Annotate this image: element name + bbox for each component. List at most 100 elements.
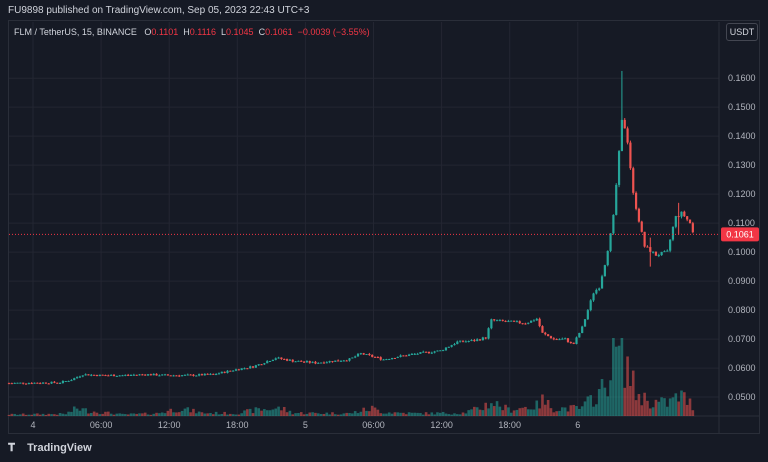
candle-body (166, 374, 169, 376)
volume-bar (512, 410, 516, 416)
candle-body (495, 320, 499, 322)
candle-body (132, 374, 135, 376)
volume-bar (447, 414, 451, 416)
volume-bar (368, 411, 371, 416)
candle-body (61, 381, 65, 384)
candle-body (473, 340, 476, 342)
candle-body (470, 340, 473, 342)
volume-bar (311, 412, 314, 416)
price-tick-label: 0.0700 (728, 334, 756, 344)
candle-body (50, 381, 53, 384)
volume-bar (248, 408, 252, 416)
change-value: −0.0039 (−3.55%) (297, 27, 370, 37)
volume-bar (197, 411, 201, 416)
candle-body (141, 374, 144, 376)
volume-bar (683, 392, 686, 416)
candle-body (135, 374, 138, 376)
candle-body (107, 375, 110, 377)
candle-body (212, 373, 215, 375)
candle-body (342, 360, 345, 362)
candle-body (27, 383, 30, 385)
volume-bar (47, 413, 51, 416)
close-value: 0.1061 (265, 27, 293, 37)
candle-body (283, 358, 286, 360)
symbol-title[interactable]: FLM / TetherUS, 15, BINANCE (14, 27, 137, 37)
volume-bar (200, 412, 204, 416)
volume-bar (609, 380, 612, 416)
grid-lines (9, 22, 759, 434)
volume-bar (561, 407, 564, 416)
volume-bar (291, 414, 295, 416)
candle-body (600, 276, 604, 289)
candle-body (243, 368, 246, 370)
volume-bar (674, 393, 678, 416)
candle-body (334, 360, 337, 362)
candle-body (155, 373, 158, 376)
candle-body (660, 251, 663, 256)
candle-body (652, 251, 655, 253)
high-value: 0.1116 (189, 27, 216, 37)
candle-body (547, 334, 550, 337)
candle-body (317, 362, 320, 364)
volume-bar (124, 414, 127, 416)
candle-body (666, 250, 669, 252)
volume-bar (529, 409, 533, 416)
candle-body (328, 361, 331, 363)
candle-body (566, 338, 570, 343)
price-tick-label: 0.0900 (728, 276, 756, 286)
volume-bar (518, 408, 522, 416)
volume-bar (163, 413, 167, 416)
volume-bar (339, 414, 343, 416)
volume-bar (78, 410, 82, 416)
volume-bar (231, 414, 235, 416)
volume-bar (33, 413, 36, 416)
candle-body (654, 251, 658, 256)
volume-bar (322, 413, 326, 416)
volume-bar (180, 410, 184, 416)
volume-bar (268, 410, 272, 416)
volume-bar (359, 411, 363, 416)
time-tick-label: 6 (575, 420, 580, 430)
volume-bar (212, 414, 215, 416)
candle-body (320, 362, 323, 364)
volume-bar (81, 408, 85, 416)
volume-bar (282, 406, 286, 416)
candle-body (351, 357, 354, 359)
volume-bar (169, 408, 173, 416)
volume-bar (7, 414, 11, 416)
footer-brand[interactable]: 𝐓 TradingView (8, 442, 92, 455)
volume-bar (203, 413, 207, 416)
candle-body (339, 360, 343, 362)
candle-body (251, 366, 255, 368)
volume-bar (407, 412, 411, 416)
volume-bar (345, 412, 348, 416)
candle-body (453, 344, 456, 346)
candle-body (544, 332, 547, 335)
volume-bar (240, 413, 243, 416)
volume-bar (691, 410, 695, 416)
volume-bar (334, 414, 337, 416)
open-label: O (144, 27, 152, 37)
volume-bar (297, 413, 300, 416)
candle-body (626, 128, 629, 143)
candle-body (501, 319, 504, 321)
volume-bar (155, 412, 158, 416)
candle-body (169, 375, 172, 377)
volume-bar (402, 412, 405, 416)
volume-bar (663, 398, 666, 416)
time-tick-label: 12:00 (158, 420, 181, 430)
volume-bar (64, 414, 68, 416)
currency-button[interactable]: USDT (726, 23, 758, 41)
volume-bar (50, 414, 53, 416)
volume-bar (175, 412, 178, 416)
volume-bar (592, 406, 595, 416)
candle-body (620, 119, 623, 152)
volume-bar (336, 414, 340, 416)
volume-bar (254, 407, 258, 416)
volume-bar (189, 412, 192, 416)
candle-body (254, 365, 257, 368)
candle-body (643, 231, 646, 247)
candle-body (467, 340, 470, 342)
volume-bar (390, 413, 394, 416)
